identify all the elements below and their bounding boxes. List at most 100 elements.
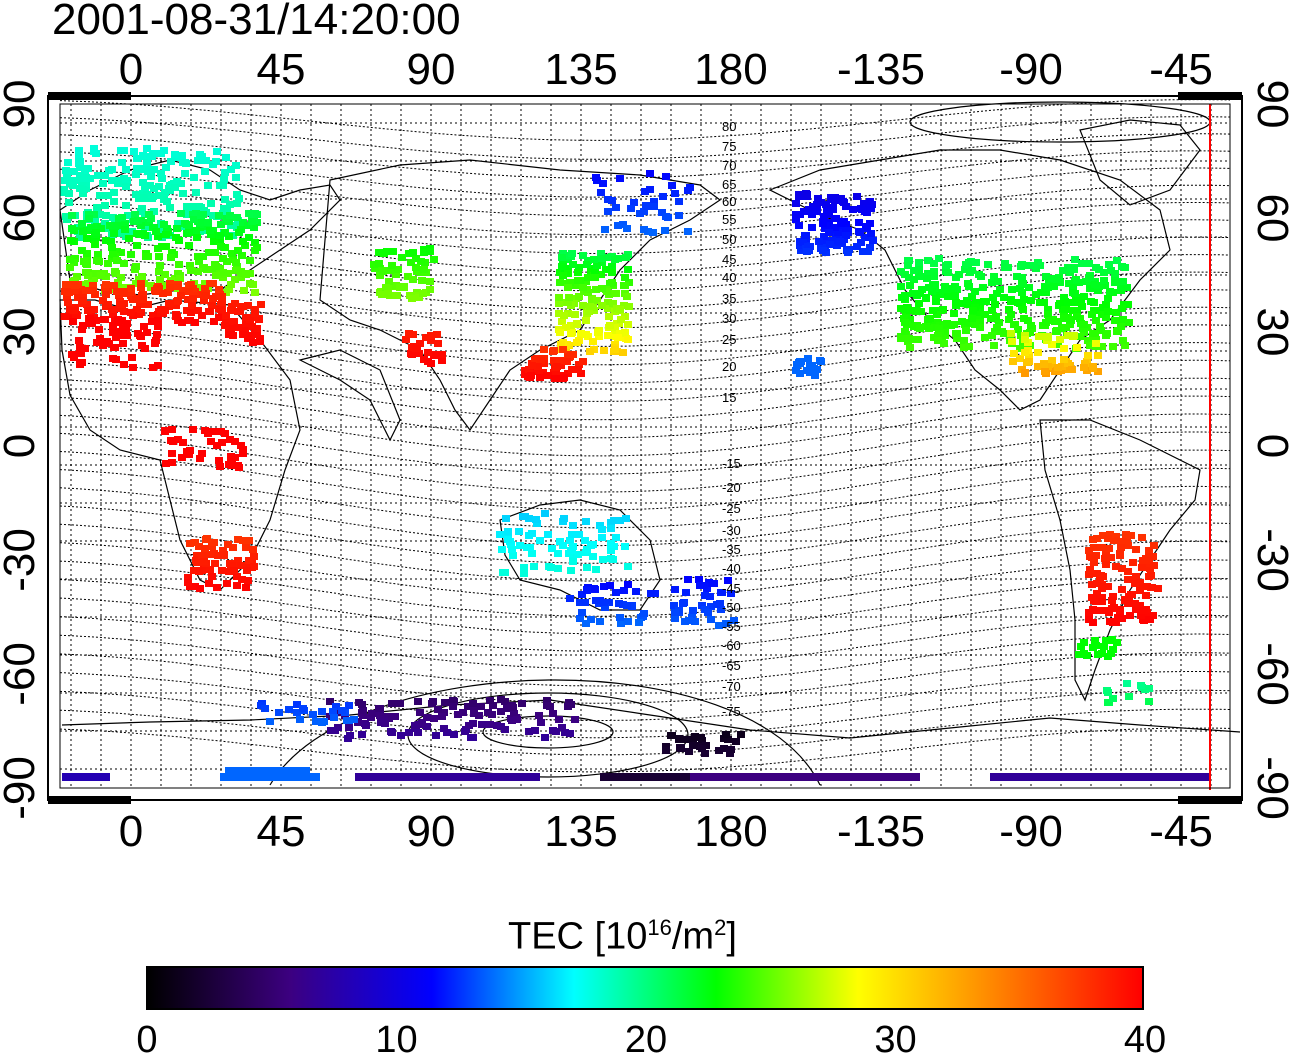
tec-point (94, 251, 102, 258)
tec-point (1079, 325, 1087, 332)
tec-point (1081, 360, 1089, 367)
tec-point (1154, 585, 1162, 592)
tec-point (135, 295, 143, 302)
tec-point (486, 697, 494, 704)
tec-point (1100, 269, 1108, 276)
tec-point (601, 604, 609, 611)
tec-point (161, 271, 169, 278)
tec-point (388, 700, 396, 707)
tec-point (1035, 333, 1043, 340)
tec-point (932, 298, 940, 305)
tec-point (670, 602, 678, 609)
tec-point (924, 257, 932, 264)
tec-point (256, 338, 264, 345)
tec-point (66, 264, 74, 271)
left-lat-label: 60 (0, 194, 44, 243)
tec-point (75, 337, 83, 344)
tec-point (74, 294, 82, 301)
tec-point (124, 212, 132, 219)
top-lon-label: 135 (544, 45, 617, 94)
tec-point (251, 247, 259, 254)
tec-point (187, 267, 195, 274)
tec-point (1101, 583, 1109, 590)
tec-point (67, 237, 75, 244)
tec-point (622, 254, 630, 261)
tec-point (72, 311, 80, 318)
tec-point (913, 336, 921, 343)
tec-point (564, 299, 572, 306)
tec-point (61, 177, 69, 184)
contour-label: 20 (722, 359, 736, 374)
tec-point (595, 333, 603, 340)
tec-point (166, 284, 174, 291)
tec-point (831, 224, 839, 231)
tec-point (1124, 576, 1132, 583)
tec-point (133, 242, 141, 249)
contour-line (59, 652, 1231, 704)
map-inner-frame (59, 103, 1231, 789)
tec-point (171, 184, 179, 191)
tec-point (704, 609, 712, 616)
tec-point (598, 526, 606, 533)
tec-point (407, 259, 415, 266)
tec-point (1085, 260, 1093, 267)
tec-point (1142, 592, 1150, 599)
tec-point (1092, 642, 1100, 649)
tec-point (464, 703, 472, 710)
tec-point (922, 294, 930, 301)
tec-point (388, 262, 396, 269)
tec-point (154, 317, 162, 324)
tec-point (470, 706, 478, 713)
tec-point (227, 222, 235, 229)
tec-point (1007, 330, 1015, 337)
top-lon-label: 45 (257, 45, 306, 94)
tec-point (66, 256, 74, 263)
tec-point (242, 314, 250, 321)
tec-point (76, 361, 84, 368)
tec-point (215, 286, 223, 293)
tec-point (991, 301, 999, 308)
tec-point (722, 731, 730, 738)
tec-point (808, 224, 816, 231)
tec-point (204, 430, 212, 437)
tec-point (705, 580, 713, 587)
tec-point (210, 238, 218, 245)
tec-point (204, 182, 212, 189)
tec-point (469, 700, 477, 707)
tec-point (201, 292, 209, 299)
contour-label: -25 (722, 501, 741, 516)
tec-point (1032, 291, 1040, 298)
tec-point (1100, 277, 1108, 284)
tec-point (443, 729, 451, 736)
tec-point (1054, 341, 1062, 348)
tec-point (151, 340, 159, 347)
tec-point (394, 266, 402, 273)
tec-point (804, 355, 812, 362)
tec-point (60, 186, 68, 193)
tec-point (863, 209, 871, 216)
tec-point (720, 745, 728, 752)
tec-point (370, 261, 378, 268)
tec-point (862, 223, 870, 230)
tec-point (131, 211, 139, 218)
top-lon-label: -135 (837, 45, 925, 94)
tec-point (133, 155, 141, 162)
tec-point (1105, 545, 1113, 552)
tec-point (1097, 327, 1105, 334)
tec-point (1091, 637, 1099, 644)
tec-point (332, 703, 340, 710)
tec-point (380, 250, 388, 257)
contour-label: -55 (722, 619, 741, 634)
tec-point (797, 193, 805, 200)
tec-point (681, 736, 689, 743)
tec-point (137, 208, 145, 215)
tec-point (127, 309, 135, 316)
tec-point (1137, 682, 1145, 689)
tec-point (1123, 284, 1131, 291)
tec-point (842, 232, 850, 239)
tec-point (624, 563, 632, 570)
tec-point (1073, 313, 1081, 320)
frame-tick (48, 796, 131, 804)
contour-label: -20 (722, 480, 741, 495)
tec-point (1132, 573, 1140, 580)
